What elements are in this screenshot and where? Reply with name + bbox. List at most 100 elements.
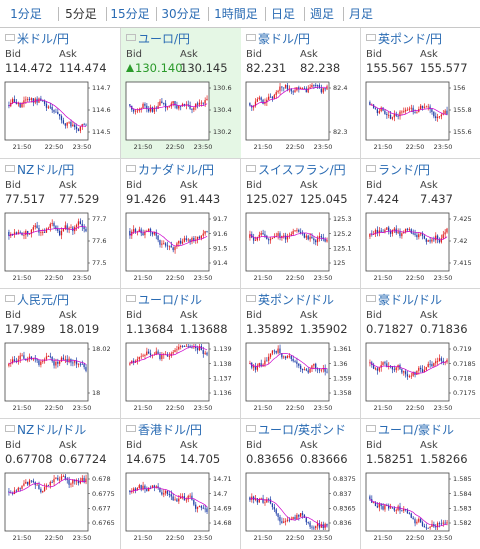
candle-body bbox=[187, 346, 189, 347]
bid-value: 91.426 bbox=[126, 192, 167, 206]
candle-body bbox=[326, 523, 328, 526]
currency-pair-tile[interactable]: 人民元/円 Bid Ask 17.989 18.019 18.02 18 21:50 22:50… bbox=[0, 289, 120, 419]
candle-body bbox=[193, 500, 195, 505]
currency-pair-tile[interactable]: ユーロ/ドル Bid Ask 1.13684 1.13688 1.139 1.138 1.13… bbox=[121, 289, 241, 419]
candle-body bbox=[206, 98, 208, 101]
currency-pair-tile[interactable]: ユーロ/豪ドル Bid Ask 1.58251 1.58266 1.585 1.584 1.5… bbox=[361, 419, 480, 549]
candle-body bbox=[419, 105, 422, 110]
pair-name-link[interactable]: 香港ドル/円 bbox=[138, 423, 203, 437]
candle-body bbox=[79, 363, 81, 365]
candle-body bbox=[397, 506, 399, 511]
price-chart: 0.8375 0.837 0.8365 0.836 21:50 22:50 23:50 bbox=[245, 472, 356, 542]
au-flag-icon bbox=[246, 34, 256, 41]
pair-name-link[interactable]: 英ポンド/円 bbox=[378, 32, 443, 46]
candle-body bbox=[273, 94, 275, 99]
currency-pair-tile[interactable]: 米ドル/円 Bid Ask 114.472 114.474 114.7 114.6 114.5… bbox=[0, 28, 120, 158]
candle-body bbox=[58, 479, 61, 481]
currency-pair-tile[interactable]: 豪ドル/ドル Bid Ask 0.71827 0.71836 0.719 0.7185 0.7… bbox=[361, 289, 480, 419]
pair-name-link[interactable]: ユーロ/ドル bbox=[138, 293, 203, 307]
tab-7[interactable]: 月足 bbox=[348, 7, 373, 21]
currency-pair-tile[interactable]: スイスフラン/円 Bid Ask 125.027 125.045 125.3 125.2 12… bbox=[241, 159, 361, 289]
pair-name-link[interactable]: スイスフラン/円 bbox=[258, 163, 346, 177]
pair-name-link[interactable]: NZドル/円 bbox=[17, 163, 75, 177]
pair-name-link[interactable]: 人民元/円 bbox=[17, 293, 70, 307]
currency-pair-tile[interactable]: 英ポンド/円 Bid Ask 155.567 155.577 156 155.8 155.6 2… bbox=[361, 28, 480, 158]
candle-body bbox=[72, 227, 74, 232]
candle-body bbox=[206, 231, 208, 233]
candle-body bbox=[273, 507, 275, 510]
pair-name-link[interactable]: 英ポンド/ドル bbox=[258, 293, 335, 307]
candle-body bbox=[418, 367, 420, 371]
chart-area: 0.719 0.7185 0.718 0.7175 21:50 22:50 23:50 bbox=[363, 341, 479, 413]
tab-4[interactable]: 1時間足 bbox=[214, 7, 258, 21]
pair-name-link[interactable]: 豪ドル/ドル bbox=[378, 293, 443, 307]
candle-body bbox=[202, 350, 204, 354]
column-divider bbox=[360, 28, 361, 549]
currency-pair-tile[interactable]: 豪ドル/円 Bid Ask 82.231 82.238 82.4 82.3 21:50 22:5… bbox=[241, 28, 361, 158]
candle-body bbox=[132, 360, 135, 363]
pair-name-link[interactable]: NZドル/ドル bbox=[17, 423, 87, 437]
candle-body bbox=[301, 368, 304, 371]
bid-label: Bid bbox=[246, 310, 262, 321]
bid-label: Bid bbox=[5, 440, 21, 451]
bid-label: Bid bbox=[366, 49, 382, 60]
currency-pair-tile[interactable]: 英ポンド/ドル Bid Ask 1.35892 1.35902 1.361 1.36 1.35… bbox=[241, 289, 361, 419]
tab-5[interactable]: 日足 bbox=[270, 7, 295, 21]
nz-flag-icon bbox=[5, 165, 15, 172]
tab-1[interactable]: 5分足 bbox=[65, 7, 97, 21]
currency-pair-tile[interactable]: ランド/円 Bid Ask 7.424 7.437 7.425 7.42 7.415 21:50… bbox=[361, 159, 480, 289]
candle-body bbox=[444, 522, 446, 524]
candle-body bbox=[164, 103, 167, 108]
candle-body bbox=[393, 228, 395, 230]
tab-3[interactable]: 30分足 bbox=[161, 7, 201, 21]
candle-body bbox=[204, 231, 206, 234]
x-tick-label: 21:50 bbox=[254, 534, 273, 542]
candle-body bbox=[204, 100, 206, 104]
tab-6[interactable]: 週足 bbox=[309, 7, 334, 21]
pair-name-link[interactable]: ユーロ/円 bbox=[138, 32, 191, 46]
pair-name-link[interactable]: ユーロ/豪ドル bbox=[378, 423, 455, 437]
candle-body bbox=[43, 232, 46, 233]
candle-body bbox=[140, 485, 142, 490]
candle-body bbox=[431, 109, 433, 113]
bid-value: 1.58251 bbox=[366, 452, 414, 466]
candle-body bbox=[273, 350, 275, 352]
candle-body bbox=[436, 116, 439, 119]
pair-name-link[interactable]: 豪ドル/円 bbox=[258, 32, 311, 46]
candle-body bbox=[21, 103, 23, 108]
candle-body bbox=[279, 516, 281, 522]
currency-pair-tile[interactable]: ユーロ/英ポンド Bid Ask 0.83656 0.83666 0.8375 0.837 0… bbox=[241, 419, 361, 549]
candle-body bbox=[309, 236, 311, 240]
candle-body bbox=[136, 488, 139, 491]
currency-pair-tile[interactable]: ユーロ/円 Bid Ask 130.140 130.145 130.6 130.4 130.2… bbox=[121, 28, 241, 158]
candle-body bbox=[397, 231, 399, 233]
candle-body bbox=[42, 100, 44, 102]
pair-name-link[interactable]: ランド/円 bbox=[378, 163, 431, 177]
candle-body bbox=[85, 124, 87, 126]
currency-pair-tile[interactable]: NZドル/円 Bid Ask 77.517 77.529 77.7 77.6 77.5 21:5… bbox=[0, 159, 120, 289]
currency-pair-tile[interactable]: NZドル/ドル Bid Ask 0.67708 0.67724 0.678 0.6775 0.… bbox=[0, 419, 120, 549]
bid-label: Bid bbox=[5, 49, 21, 60]
currency-pair-tile[interactable]: カナダドル/円 Bid Ask 91.426 91.443 91.7 91.6 91.5 91.… bbox=[121, 159, 241, 289]
candle-body bbox=[34, 358, 36, 360]
candle-body bbox=[134, 229, 137, 233]
eu-flag-icon bbox=[366, 425, 376, 432]
candle-body bbox=[174, 101, 176, 106]
candle-body bbox=[326, 86, 328, 90]
pair-name-link[interactable]: カナダドル/円 bbox=[138, 163, 215, 177]
pair-name-link[interactable]: ユーロ/英ポンド bbox=[258, 423, 347, 437]
tab-2[interactable]: 15分足 bbox=[110, 7, 150, 21]
candle-body bbox=[290, 234, 292, 236]
candle-body bbox=[418, 518, 420, 522]
candle-body bbox=[374, 229, 377, 235]
bid-value: 114.472 bbox=[5, 61, 53, 75]
candle-body bbox=[399, 231, 401, 237]
candle-body bbox=[309, 87, 311, 89]
pair-name-link[interactable]: 米ドル/円 bbox=[17, 32, 70, 46]
tab-0[interactable]: 1分足 bbox=[10, 7, 42, 21]
candle-body bbox=[436, 235, 439, 240]
currency-pair-tile[interactable]: 香港ドル/円 Bid Ask 14.675 14.705 14.71 14.7 14.69 14… bbox=[121, 419, 241, 549]
candle-body bbox=[431, 239, 433, 242]
x-tick-label: 22:50 bbox=[406, 143, 425, 151]
candle-body bbox=[55, 477, 57, 479]
